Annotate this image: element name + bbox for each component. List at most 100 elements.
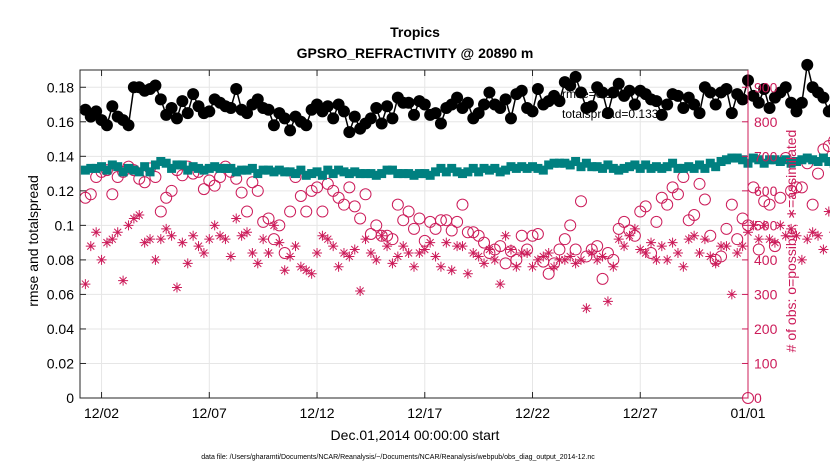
totalspread-point bbox=[624, 162, 634, 172]
assimilated-point bbox=[128, 213, 139, 224]
rmse-point bbox=[526, 105, 539, 118]
rmse-point bbox=[494, 101, 507, 114]
assimilated-point bbox=[344, 251, 355, 262]
assimilated-point bbox=[91, 227, 102, 238]
totalspread-point bbox=[711, 162, 721, 172]
possible-point bbox=[812, 167, 825, 180]
totalspread-point bbox=[247, 163, 257, 173]
y-tick-label: 0.08 bbox=[47, 252, 74, 268]
assimilated-point bbox=[225, 251, 236, 262]
assimilated-point bbox=[414, 247, 425, 258]
totalspread-point bbox=[86, 163, 96, 173]
totalspread-point bbox=[457, 169, 467, 179]
assimilated-point bbox=[554, 254, 565, 265]
possible-point bbox=[197, 183, 210, 196]
assimilated-point bbox=[150, 254, 161, 265]
rmse-point bbox=[429, 107, 442, 120]
x-tick-label: 12/17 bbox=[407, 405, 442, 421]
totalspread-point bbox=[813, 156, 823, 166]
assimilated-point bbox=[511, 261, 522, 272]
assimilated-point bbox=[101, 237, 112, 248]
rmse-point bbox=[434, 117, 447, 130]
totalspread-point bbox=[274, 165, 284, 175]
totalspread-point bbox=[280, 167, 290, 177]
rmse-point bbox=[752, 96, 765, 109]
assimilated-point bbox=[333, 261, 344, 272]
assimilated-point bbox=[726, 289, 737, 300]
totalspread-point bbox=[167, 163, 177, 173]
assimilated-point bbox=[769, 237, 780, 248]
assimilated-point bbox=[107, 234, 118, 245]
assimilated-point bbox=[220, 234, 231, 245]
totalspread-point bbox=[463, 167, 473, 177]
totalspread-point bbox=[328, 169, 338, 179]
totalspread-point bbox=[554, 158, 564, 168]
totalspread-point bbox=[350, 167, 360, 177]
rmse-point bbox=[408, 108, 420, 121]
totalspread-point bbox=[528, 162, 538, 172]
rmse-point bbox=[758, 82, 771, 95]
totalspread-point bbox=[97, 162, 107, 172]
assimilated-point bbox=[608, 261, 619, 272]
assimilated-point bbox=[500, 230, 511, 241]
totalspread-point bbox=[770, 155, 780, 165]
assimilated-point bbox=[317, 230, 328, 241]
totalspread-point bbox=[431, 167, 441, 177]
totalspread-point bbox=[188, 162, 198, 172]
assimilated-point bbox=[602, 296, 613, 307]
possible-point bbox=[618, 215, 631, 228]
rmse-point bbox=[122, 119, 135, 132]
assimilated-point bbox=[807, 227, 818, 238]
possible-point bbox=[768, 240, 781, 253]
totalspread-point bbox=[614, 165, 624, 175]
assimilated-point bbox=[177, 237, 188, 248]
totalspread-point bbox=[161, 158, 171, 168]
possible-point bbox=[429, 222, 442, 235]
rmse-point bbox=[181, 107, 194, 120]
totalspread-point bbox=[468, 163, 478, 173]
totalspread-point bbox=[414, 169, 424, 179]
possible-point bbox=[461, 226, 474, 239]
rmse-point bbox=[203, 105, 216, 118]
assimilated-point bbox=[403, 247, 414, 258]
possible-point bbox=[397, 214, 410, 227]
assimilated-point bbox=[338, 247, 349, 258]
totalspread-point bbox=[118, 167, 128, 177]
totalspread-point bbox=[700, 163, 710, 173]
possible-point bbox=[531, 228, 544, 240]
assimilated-point bbox=[672, 247, 683, 258]
assimilated-point bbox=[419, 244, 430, 255]
assimilated-point bbox=[689, 230, 700, 241]
assimilated-point bbox=[145, 234, 156, 245]
possible-point bbox=[542, 267, 555, 280]
assimilated-point bbox=[619, 241, 630, 252]
y-tick-label: 0.16 bbox=[47, 114, 74, 130]
assimilated-point bbox=[527, 261, 538, 272]
assimilated-point bbox=[188, 230, 199, 241]
assimilated-point bbox=[786, 223, 797, 234]
totalspread-point bbox=[323, 165, 333, 175]
rmse-point bbox=[515, 84, 528, 97]
x-axis-label: Dec.01,2014 00:00:00 start bbox=[331, 427, 500, 443]
rmse-point bbox=[628, 98, 641, 111]
possible-point bbox=[698, 193, 711, 206]
totalspread-point bbox=[657, 163, 667, 173]
assimilated-point bbox=[646, 237, 657, 248]
assimilated-point bbox=[613, 234, 624, 245]
totalspread-point bbox=[91, 163, 101, 173]
rmse-point bbox=[688, 98, 701, 111]
totalspread-point bbox=[538, 165, 548, 175]
totalspread-point bbox=[474, 167, 484, 177]
zero-obs-marker bbox=[742, 392, 754, 404]
totalspread-point bbox=[441, 167, 451, 177]
totalspread-point bbox=[129, 165, 139, 175]
assimilated-point bbox=[505, 244, 516, 255]
assimilated-point bbox=[721, 241, 732, 252]
possible-point bbox=[267, 233, 280, 246]
totalspread-point bbox=[651, 162, 661, 172]
assimilated-point bbox=[430, 251, 441, 262]
possible-point bbox=[650, 215, 663, 228]
data-file-footer: data file: /Users/gharamti/Documents/NCA… bbox=[201, 454, 595, 461]
totalspread-point bbox=[721, 155, 731, 165]
x-tick-label: 12/02 bbox=[84, 405, 119, 421]
